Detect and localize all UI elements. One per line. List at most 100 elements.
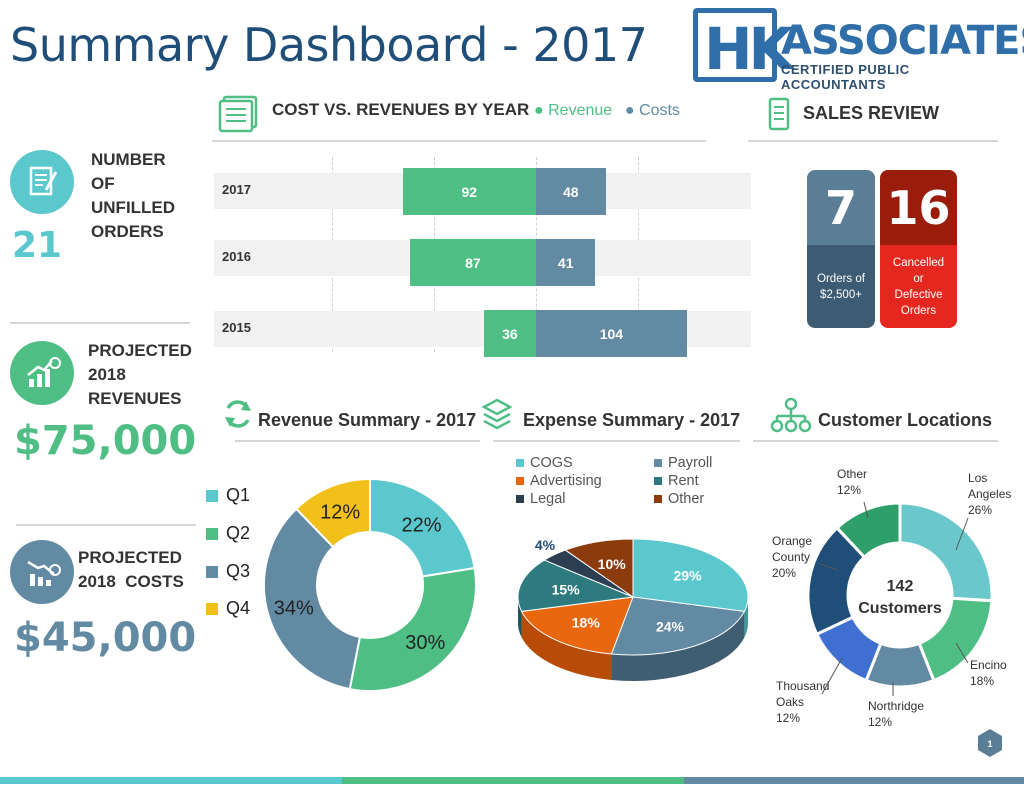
legend-label: Q2 bbox=[226, 523, 251, 543]
cost-vs-revenues-title: COST VS. REVENUES BY YEAR ● Revenue ● Co… bbox=[272, 100, 680, 120]
donut-slice bbox=[369, 478, 476, 578]
pie-slice bbox=[632, 538, 749, 612]
leader-line bbox=[955, 642, 969, 664]
leader-line bbox=[821, 657, 843, 695]
legend-swatch bbox=[206, 565, 218, 578]
legend-swatch bbox=[654, 459, 662, 467]
slice-label: 18% bbox=[572, 614, 601, 630]
refresh-icon bbox=[221, 397, 255, 431]
page-number-shape bbox=[978, 729, 1002, 757]
pie-slice bbox=[517, 559, 635, 612]
label-line: 18% bbox=[970, 674, 995, 688]
year-label: 2015 bbox=[222, 320, 251, 335]
label-line: $2,500+ bbox=[820, 288, 862, 301]
location-label-other: Other 12% bbox=[837, 466, 867, 498]
org-chart-icon bbox=[770, 397, 812, 433]
label-line: Los bbox=[968, 471, 988, 485]
label-line: 2018 bbox=[88, 365, 126, 384]
label-line: ORDERS bbox=[91, 222, 164, 241]
cost-bar: 48 bbox=[536, 168, 606, 215]
pie-slice bbox=[520, 596, 634, 655]
legend-q3: Q3 bbox=[206, 561, 250, 582]
footer-bar bbox=[684, 777, 1024, 784]
year-label: 2016 bbox=[222, 249, 251, 264]
leader-lines bbox=[817, 501, 969, 696]
pie-slice bbox=[610, 596, 746, 656]
slice-label: 30% bbox=[405, 632, 445, 654]
label-line: 12% bbox=[837, 483, 862, 497]
label-line: PROJECTED bbox=[88, 341, 192, 360]
slice-label: 12% bbox=[320, 501, 360, 523]
logo-mark: HK bbox=[693, 8, 793, 83]
pie-side bbox=[521, 611, 612, 680]
year-label: 2017 bbox=[222, 182, 251, 197]
legend-label: Q3 bbox=[226, 561, 251, 581]
page-number: 1 bbox=[987, 739, 992, 749]
slice-label: 34% bbox=[274, 598, 314, 620]
leader-line bbox=[817, 562, 839, 571]
label-line: UNFILLED bbox=[91, 198, 176, 217]
pie-side bbox=[518, 597, 522, 638]
legend-costs: ● Costs bbox=[624, 102, 680, 119]
logo-letters: HK bbox=[704, 15, 793, 83]
label-line: REVENUES bbox=[88, 389, 182, 408]
projected-costs-value: $45,000 bbox=[14, 615, 197, 661]
label-line: 12% bbox=[868, 715, 893, 729]
legend-label: Rent bbox=[668, 473, 699, 489]
unfilled-orders-value: 21 bbox=[12, 225, 63, 266]
legend-legal: Legal bbox=[516, 491, 565, 507]
legend-rent: Rent bbox=[654, 473, 699, 489]
label-line: Other bbox=[837, 467, 868, 481]
legend-q4: Q4 bbox=[206, 598, 250, 619]
pie-slice bbox=[564, 538, 634, 598]
company-logo: HK ASSOCIATES CERTIFIED PUBLIC ACCOUNTAN… bbox=[693, 8, 1024, 92]
sales-card-label: Orders of $2,500+ bbox=[807, 245, 875, 328]
projected-revenues-label: PROJECTED 2018 REVENUES bbox=[88, 339, 192, 411]
legend-swatch bbox=[516, 477, 524, 485]
legend-payroll: Payroll bbox=[654, 455, 712, 471]
label-line: Cancelled bbox=[892, 256, 945, 269]
legend-swatch bbox=[206, 602, 218, 615]
section-underline bbox=[753, 440, 998, 442]
label-line: Angeles bbox=[968, 487, 1012, 501]
legend-label: COGS bbox=[530, 455, 573, 471]
label-line: PROJECTED bbox=[78, 548, 182, 567]
label-line: Oaks bbox=[776, 695, 805, 709]
legend-revenue-label: Revenue bbox=[548, 102, 613, 119]
donut-slice bbox=[348, 566, 477, 692]
label-line: OF bbox=[91, 174, 115, 193]
legend-swatch bbox=[654, 495, 662, 503]
location-label-encino: Encino 18% bbox=[970, 657, 1007, 689]
label-line: Defective bbox=[894, 288, 943, 301]
donut-slice bbox=[263, 507, 362, 691]
logo-name: ASSOCIATES bbox=[781, 18, 1024, 64]
document-edit-icon bbox=[10, 150, 74, 214]
donut-slice bbox=[834, 501, 902, 560]
legend-label: Q4 bbox=[226, 598, 251, 618]
pie-side bbox=[744, 597, 748, 638]
customer-locations-chart: 142 Customers bbox=[806, 501, 994, 689]
label-line: Orders bbox=[900, 304, 937, 317]
declining-chart-icon bbox=[10, 540, 74, 604]
label-line: Northridge bbox=[868, 699, 925, 713]
logo-tagline: CERTIFIED PUBLIC ACCOUNTANTS bbox=[781, 62, 910, 92]
label-line: Orders of bbox=[817, 272, 865, 285]
section-underline bbox=[212, 140, 706, 142]
leader-line bbox=[863, 501, 869, 519]
footer-bar bbox=[342, 777, 684, 784]
slice-label: 10% bbox=[598, 556, 627, 572]
legend-swatch bbox=[516, 495, 524, 503]
divider bbox=[10, 322, 190, 324]
legend-revenue: ● Revenue bbox=[534, 102, 613, 119]
legend-advertising: Advertising bbox=[516, 473, 602, 489]
sales-card-cancelled: 16 Cancelled or Defective Orders bbox=[880, 170, 957, 328]
layers-icon bbox=[481, 397, 513, 431]
location-label-orange-county: Orange County 20% bbox=[772, 533, 812, 581]
legend-other: Other bbox=[654, 491, 704, 507]
unfilled-orders-label: NUMBER OF UNFILLED ORDERS bbox=[91, 148, 175, 244]
legend-swatch bbox=[206, 527, 218, 540]
revenue-bar: 87 bbox=[409, 239, 536, 286]
footer-bar bbox=[0, 777, 342, 784]
pie-side bbox=[611, 611, 745, 681]
page-number-badge: 1 bbox=[978, 729, 1002, 757]
